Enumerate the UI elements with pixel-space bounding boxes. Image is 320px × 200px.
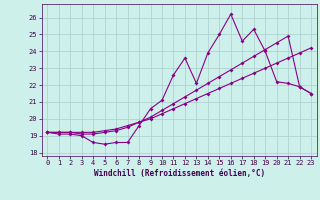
X-axis label: Windchill (Refroidissement éolien,°C): Windchill (Refroidissement éolien,°C) xyxy=(94,169,265,178)
